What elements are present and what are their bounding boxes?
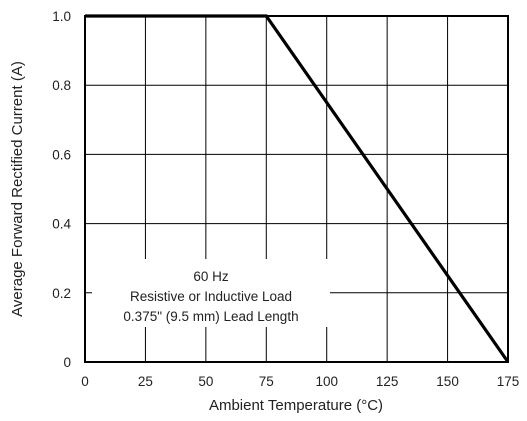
y-axis-title: Average Forward Rectified Current (A) xyxy=(9,61,26,317)
x-tick-label: 100 xyxy=(315,374,338,389)
x-tick-label: 50 xyxy=(198,374,213,389)
x-tick-label: 150 xyxy=(436,374,459,389)
x-tick-label: 125 xyxy=(376,374,399,389)
y-tick-label: 0.8 xyxy=(52,78,71,93)
y-tick-label: 0.4 xyxy=(52,217,71,232)
x-tick-labels: 0 25 50 75 100 125 150 175 xyxy=(81,374,519,389)
annotation-box xyxy=(92,259,330,327)
y-tick-labels: 0 0.2 0.4 0.6 0.8 1.0 xyxy=(52,9,71,370)
annotation-line-2: Resistive or Inductive Load xyxy=(130,289,292,304)
y-tick-label: 0.6 xyxy=(52,147,71,162)
x-tick-label: 0 xyxy=(81,374,89,389)
y-tick-label: 1.0 xyxy=(52,9,71,24)
annotation-line-3: 0.375" (9.5 mm) Lead Length xyxy=(123,309,298,324)
x-tick-label: 25 xyxy=(138,374,153,389)
plot-frame xyxy=(84,15,509,363)
grid-lines xyxy=(85,16,508,362)
y-tick-label: 0 xyxy=(63,355,71,370)
annotation-line-1: 60 Hz xyxy=(193,269,229,284)
x-axis-title: Ambient Temperature (°C) xyxy=(209,397,383,414)
x-tick-label: 175 xyxy=(497,374,520,389)
y-tick-label: 0.2 xyxy=(52,286,71,301)
x-tick-label: 75 xyxy=(259,374,274,389)
